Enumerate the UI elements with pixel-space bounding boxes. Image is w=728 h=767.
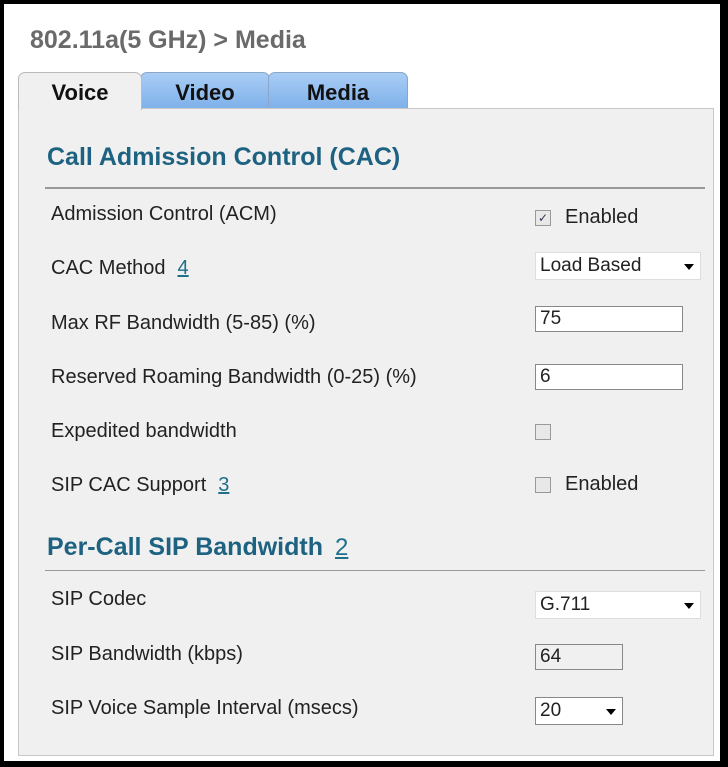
page-title: 802.11a(5 GHz) > Media <box>30 26 306 54</box>
enabled-label: Enabled <box>565 206 639 228</box>
footnote-link[interactable]: 4 <box>177 257 189 279</box>
tab-video[interactable]: Video <box>140 72 270 108</box>
cac-method-select[interactable]: Load Based <box>535 252 701 280</box>
admission-control-checkbox[interactable]: ✓ Enabled <box>535 206 638 229</box>
sip-bandwidth-input: 64 <box>535 644 623 670</box>
expedited-label: Expedited bandwidth <box>51 420 237 442</box>
sip-cac-label: SIP CAC Support <box>51 474 207 496</box>
tab-media[interactable]: Media <box>268 72 408 108</box>
admission-control-label: Admission Control (ACM) <box>51 203 277 225</box>
enabled-label: Enabled <box>565 473 639 495</box>
footnote-link[interactable]: 3 <box>218 474 230 496</box>
max-rf-input[interactable]: 75 <box>535 306 683 332</box>
sip-interval-select[interactable]: 20 <box>535 697 623 725</box>
divider <box>45 570 705 571</box>
sip-interval-label: SIP Voice Sample Interval (msecs) <box>51 697 359 719</box>
selected-value: G.711 <box>540 594 591 615</box>
sip-codec-label: SIP Codec <box>51 588 147 610</box>
max-rf-label: Max RF Bandwidth (5-85) (%) <box>51 312 316 334</box>
sip-cac-checkbox[interactable]: Enabled <box>535 473 638 496</box>
chevron-down-icon <box>606 709 616 715</box>
sip-heading: Per-Call SIP Bandwidth <box>47 533 323 561</box>
sip-bandwidth-label: SIP Bandwidth (kbps) <box>51 643 243 665</box>
selected-value: Load Based <box>540 255 642 276</box>
roaming-label: Reserved Roaming Bandwidth (0-25) (%) <box>51 366 417 388</box>
tab-voice[interactable]: Voice <box>18 72 142 110</box>
divider <box>45 187 705 189</box>
sip-codec-select[interactable]: G.711 <box>535 591 701 619</box>
voice-panel: Call Admission Control (CAC) Admission C… <box>18 108 714 756</box>
chevron-down-icon <box>684 264 694 270</box>
footnote-link[interactable]: 2 <box>334 534 349 561</box>
cac-heading: Call Admission Control (CAC) <box>47 143 401 171</box>
checkbox-icon[interactable] <box>535 476 551 493</box>
expedited-checkbox[interactable] <box>535 423 551 440</box>
window: 802.11a(5 GHz) > Media Voice Video Media… <box>4 4 720 761</box>
checkmark-icon[interactable]: ✓ <box>535 209 551 226</box>
chevron-down-icon <box>684 603 694 609</box>
selected-value: 20 <box>540 700 562 721</box>
roaming-input[interactable]: 6 <box>535 364 683 390</box>
cac-method-label: CAC Method <box>51 257 166 279</box>
